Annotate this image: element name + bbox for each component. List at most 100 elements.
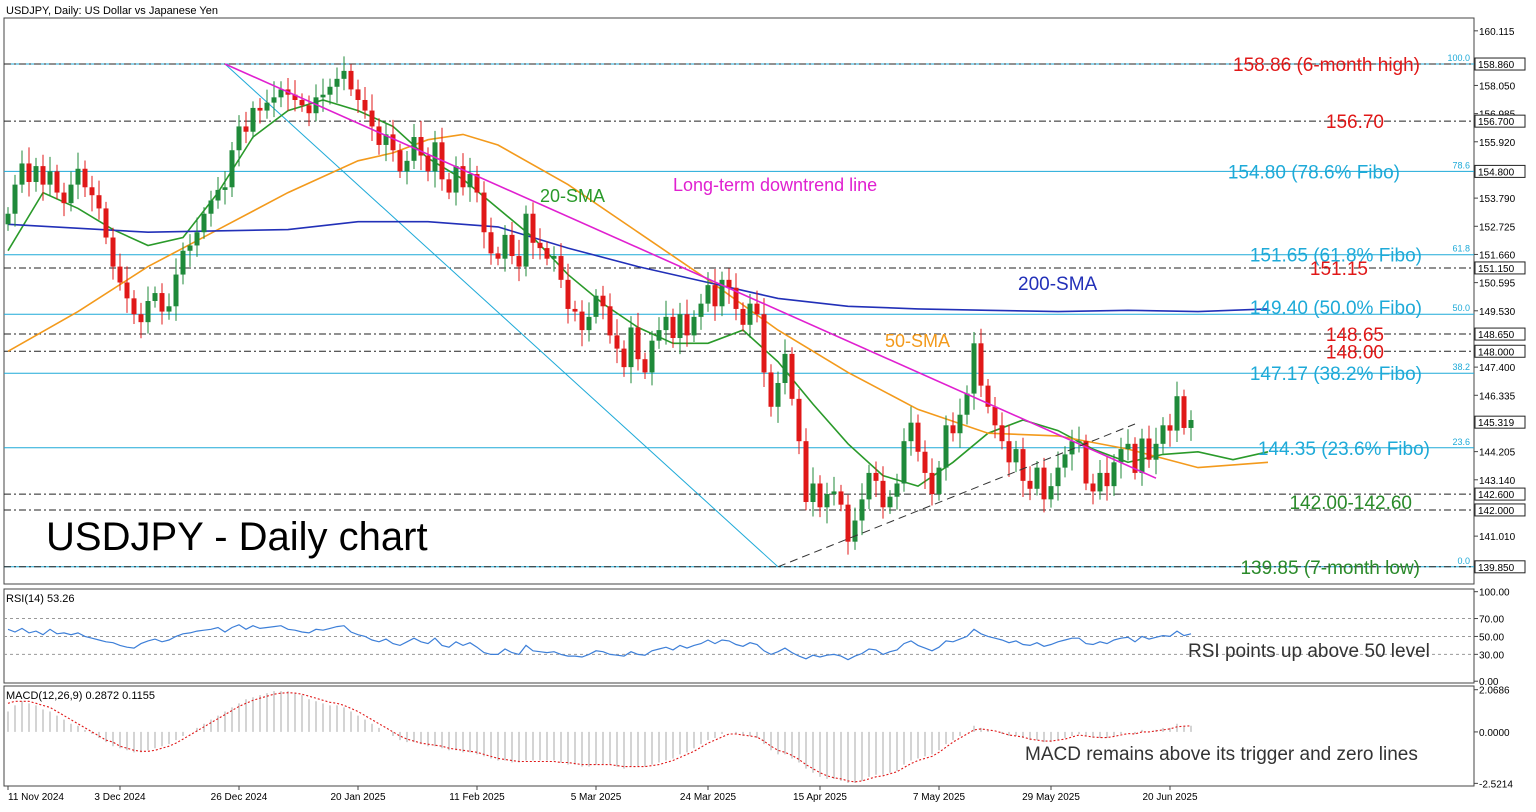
candle-body	[362, 99, 368, 111]
fibo-level-pct: 38.2	[1452, 362, 1470, 372]
macd-pane-frame	[3, 685, 1475, 787]
level-annotation: 158.86 (6-month high)	[1233, 55, 1420, 76]
candle-body	[880, 480, 886, 508]
price-tag-box	[1474, 57, 1526, 71]
candle-body	[866, 472, 872, 500]
candle-body	[936, 467, 942, 495]
candle-body	[334, 78, 340, 87]
candle-body	[530, 213, 536, 243]
candle-body	[453, 166, 459, 193]
candle-body	[131, 298, 137, 315]
candle-body	[985, 385, 991, 407]
rsi-tick-label: 100.00	[1479, 588, 1510, 599]
fibo-level-pct: 23.6	[1452, 437, 1470, 447]
rsi-tick-label: 70.00	[1479, 615, 1504, 626]
x-tick-label: 20 Jan 2025	[330, 792, 385, 803]
candle-body	[495, 253, 501, 259]
candle-body	[1118, 449, 1124, 463]
candle-body	[1083, 441, 1089, 484]
candle-body	[502, 234, 508, 259]
candle-body	[810, 483, 816, 503]
candle-body	[397, 150, 403, 172]
candle-body	[208, 200, 214, 214]
candle-body	[621, 348, 627, 368]
price-tick-label: 153.790	[1479, 194, 1516, 205]
candle-body	[817, 483, 823, 508]
macd-annotation: MACD remains above its trigger and zero …	[1025, 744, 1418, 765]
candle-body	[1125, 443, 1131, 450]
candle-body	[831, 491, 837, 495]
level-annotation: 156.70	[1326, 112, 1384, 133]
x-tick-label: 26 Dec 2024	[211, 792, 268, 803]
x-tick-label: 11 Feb 2025	[449, 792, 505, 803]
candle-body	[1034, 467, 1040, 489]
candle-body	[579, 311, 585, 331]
candle-body	[684, 314, 690, 336]
candle-body	[124, 282, 130, 299]
downtrend-label: Long-term downtrend line	[673, 175, 877, 195]
candle-body	[460, 166, 466, 188]
price-tag-label: 158.860	[1478, 60, 1515, 71]
candle-body	[705, 285, 711, 304]
candle-body	[1076, 441, 1082, 443]
candle-body	[509, 234, 515, 257]
candle-body	[369, 110, 375, 127]
candle-body	[740, 308, 746, 325]
candle-body	[229, 150, 235, 188]
candle-body	[292, 94, 298, 100]
candle-body	[1055, 467, 1061, 487]
candle-body	[404, 160, 410, 172]
price-tag-label: 139.850	[1478, 563, 1515, 574]
fibo-level-pct: 78.6	[1452, 160, 1470, 170]
candle-body	[152, 293, 158, 301]
candle-body	[1041, 467, 1047, 500]
level-annotation: 149.40 (50.0% Fibo)	[1250, 298, 1422, 319]
candle-body	[656, 330, 662, 341]
candle-body	[572, 308, 578, 312]
candle-body	[481, 192, 487, 233]
candle-body	[733, 287, 739, 309]
level-annotation: 139.85 (7-month low)	[1240, 558, 1420, 579]
candle-body	[180, 250, 186, 275]
candle-body	[1153, 443, 1159, 460]
candle-body	[1160, 425, 1166, 444]
price-tag-label: 156.700	[1478, 117, 1515, 128]
candle-body	[691, 316, 697, 336]
price-tick-label: 147.400	[1479, 363, 1516, 374]
price-tick-label: 158.050	[1479, 81, 1516, 92]
rsi-tick-label: 50.00	[1479, 632, 1504, 643]
candle-body	[768, 372, 774, 407]
price-tick-label: 155.920	[1479, 138, 1516, 149]
level-annotation: 151.15	[1310, 259, 1368, 280]
candle-body	[488, 232, 494, 254]
level-annotation: 148.00	[1326, 342, 1384, 363]
candle-body	[12, 184, 18, 214]
candle-body	[110, 237, 116, 267]
price-tick-label: 152.725	[1479, 222, 1516, 233]
candle-body	[719, 279, 725, 307]
sma200-label: 200-SMA	[1018, 274, 1098, 295]
candle-body	[1132, 443, 1138, 473]
candle-body	[117, 266, 123, 283]
candle-body	[838, 491, 844, 505]
candle-body	[887, 496, 893, 508]
candle-body	[222, 187, 228, 190]
price-tag-label: 148.650	[1478, 330, 1515, 341]
price-tick-label: 146.335	[1479, 391, 1516, 402]
candle-body	[698, 303, 704, 317]
candle-body	[26, 163, 32, 182]
candle-body	[54, 171, 60, 193]
candle-body	[33, 166, 39, 182]
candle-body	[775, 382, 781, 407]
candle-body	[796, 398, 802, 442]
candle-body	[922, 451, 928, 473]
level-annotation: 144.35 (23.6% Fibo)	[1258, 439, 1430, 460]
sma50-label: 50-SMA	[885, 331, 950, 351]
candle-body	[747, 303, 753, 325]
candle-body	[992, 406, 998, 426]
candle-body	[600, 295, 606, 307]
x-tick-label: 5 Mar 2025	[571, 792, 622, 803]
price-pane-frame	[3, 17, 1475, 585]
candle-body	[908, 422, 914, 442]
candle-body	[1097, 472, 1103, 492]
